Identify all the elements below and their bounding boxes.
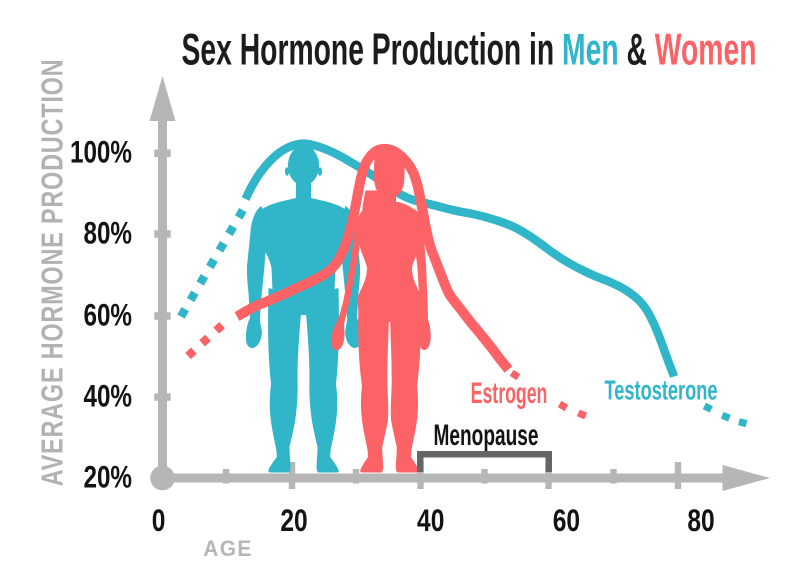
svg-text:60%: 60% — [83, 297, 132, 332]
svg-text:20%: 20% — [83, 460, 132, 495]
svg-text:80: 80 — [687, 502, 714, 538]
svg-text:Estrogen: Estrogen — [471, 377, 548, 410]
svg-text:40%: 40% — [83, 379, 132, 414]
svg-text:100%: 100% — [70, 135, 132, 170]
svg-text:Sex Hormone Production in Men: Sex Hormone Production in Men & Women — [182, 24, 757, 74]
svg-text:20: 20 — [280, 502, 307, 538]
svg-text:Menopause: Menopause — [434, 420, 539, 452]
svg-text:0: 0 — [152, 502, 166, 538]
svg-text:AGE: AGE — [203, 537, 253, 562]
svg-text:80%: 80% — [83, 215, 132, 250]
svg-text:AVERAGE HORMONE PRODUCTION: AVERAGE HORMONE PRODUCTION — [34, 59, 69, 487]
svg-text:Testosterone: Testosterone — [605, 376, 718, 407]
svg-text:60: 60 — [553, 502, 580, 538]
svg-text:40: 40 — [417, 502, 444, 538]
